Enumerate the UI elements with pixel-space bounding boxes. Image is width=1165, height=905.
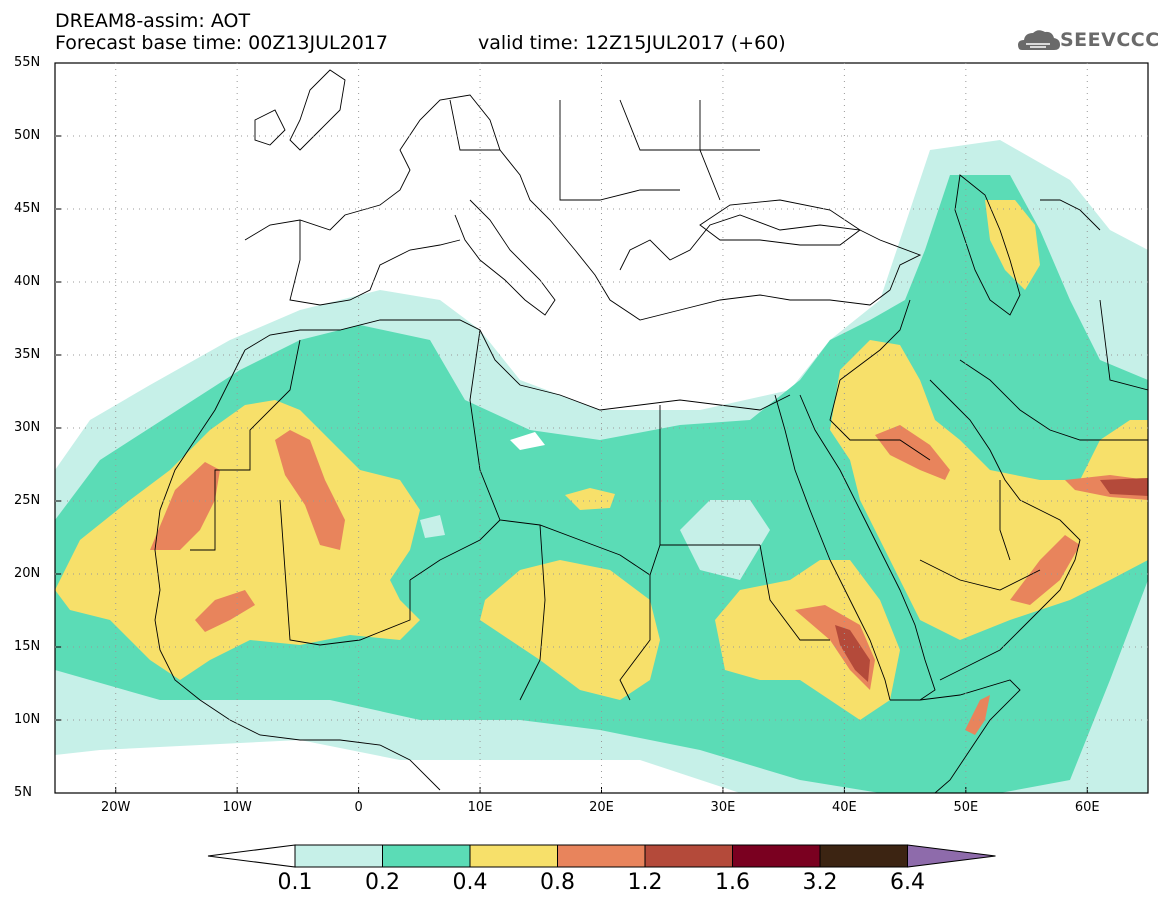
colorbar-label: 0.8 [540, 870, 575, 895]
longitude-label: 30E [710, 800, 736, 815]
longitude-label: 40E [831, 800, 857, 815]
latitude-label: 20N [14, 566, 41, 581]
colorbar-segment [644, 844, 733, 868]
colorbar-segment [557, 844, 646, 868]
colorbar-segment [469, 844, 558, 868]
aot-band-0-8-algeria [275, 430, 345, 550]
aot-patch-egypt [680, 500, 770, 580]
colorbar-high-arrow [907, 844, 996, 868]
latitude-label: 40N [14, 274, 41, 289]
longitude-label: 50E [953, 800, 979, 815]
aot-band-0-4-west [55, 400, 420, 680]
longitude-label: 10E [467, 800, 493, 815]
latitude-label: 30N [14, 420, 41, 435]
aot-band-1-2-eritrea [835, 625, 870, 682]
colorbar-label: 0.2 [365, 870, 400, 895]
map-title: DREAM8-assim: AOT [55, 10, 251, 32]
latitude-label: 45N [14, 201, 41, 216]
latitude-label: 50N [14, 128, 41, 143]
colorbar-label: 1.6 [715, 870, 750, 895]
colorbar [207, 844, 996, 868]
coastlines [154, 69, 1148, 793]
colorbar-label: 6.4 [890, 870, 925, 895]
colorbar-segment [819, 844, 908, 868]
latitude-label: 25N [14, 493, 41, 508]
colorbar-segment [294, 844, 383, 868]
colorbar-segment [382, 844, 471, 868]
forecast-base-time: Forecast base time: 00Z13JUL2017 [55, 32, 388, 54]
latitude-label: 35N [14, 347, 41, 362]
aot-band-0-8-iraq [875, 425, 950, 480]
latitude-label: 15N [14, 639, 41, 654]
latitude-label: 55N [14, 55, 41, 70]
longitude-label: 60E [1074, 800, 1100, 815]
colorbar-label: 1.2 [627, 870, 663, 895]
gridlines [55, 62, 1148, 794]
colorbar-label: 0.1 [277, 870, 313, 895]
longitude-label: 20W [101, 800, 131, 815]
colorbar-segment [732, 844, 821, 868]
aot-band-1-2-gulf [1100, 478, 1148, 496]
aot-band-0-8-somalia [965, 695, 990, 735]
latitude-label: 5N [14, 785, 32, 800]
aot-patch-algeria [420, 515, 445, 538]
valid-time: valid time: 12Z15JUL2017 (+60) [478, 32, 786, 54]
aot-band-0-8-mali [195, 590, 255, 632]
longitude-label: 0 [354, 800, 363, 815]
colorbar-label: 3.2 [802, 870, 838, 895]
aot-band-0-4-caspian [985, 200, 1040, 290]
aot-band-0-8-oman [1010, 535, 1080, 605]
logo-text: SEEVCCC [1060, 29, 1160, 51]
longitude-label: 10W [222, 800, 252, 815]
aot-band-0-8-wsahara [150, 462, 220, 550]
colorbar-label: 0.4 [452, 870, 488, 895]
colorbar-low-arrow [207, 844, 296, 868]
aot-band-0-4-libya [565, 488, 615, 510]
cloud-icon [1018, 30, 1060, 50]
aot-band-0-4-central [480, 560, 660, 700]
latitude-label: 10N [14, 712, 41, 727]
aot-patch-libya [510, 432, 545, 450]
longitude-label: 20E [589, 800, 614, 815]
